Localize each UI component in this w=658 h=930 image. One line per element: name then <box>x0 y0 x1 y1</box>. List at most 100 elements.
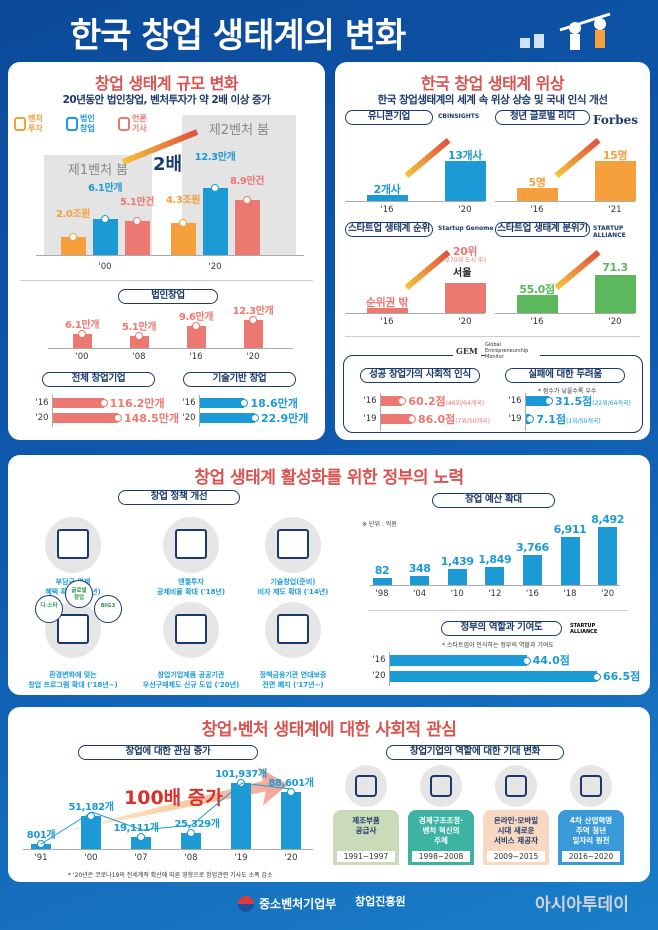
tools-icon-glyph <box>355 775 377 797</box>
gem-logo: GEM <box>453 346 481 356</box>
scale-title: 창업 생태계 규모 변화 <box>94 74 239 93</box>
scale-axis <box>36 255 304 256</box>
divider <box>368 610 628 611</box>
gov.role.items-value-label: 66.5점 <box>603 668 640 684</box>
money-bag-person-icon-glyph <box>57 529 89 559</box>
scale.tech.items-value-label: 22.9만개 <box>261 410 308 426</box>
status-subtitle: 한국 창업생태계의 세계 속 위상 상승 및 국내 인식 개선 <box>377 94 608 106</box>
status.gem.fear.items-value-label: 31.5점(22위/64개국) <box>555 393 631 409</box>
gov.budget.items-year-label: '12 <box>488 589 502 599</box>
scale-value-label: 6.1만개 <box>87 182 123 194</box>
value: 18.6만개 <box>250 397 298 410</box>
scale.corp.items-bar <box>72 334 92 348</box>
card-cash-icon-glyph <box>175 529 207 559</box>
gov.role.items-year-label: '16 <box>372 655 386 665</box>
scale.total.items-value-label: 148.5만개 <box>124 410 179 426</box>
scale.corp.items-marker <box>192 322 200 331</box>
scale.corp.items-bar <box>243 320 263 348</box>
policy-caption: 환경변화에 맞는 창업 프로그램 확대 ('18년~) <box>28 671 118 689</box>
status.panels.2.items-value-label: 20위 <box>452 245 478 258</box>
ministry-name: 중소벤처기업부 <box>259 897 337 911</box>
scale.corp.items-marker <box>135 332 143 341</box>
status.panels.0.items-value-label: 2개사 <box>373 182 401 196</box>
value: 7.1점 <box>536 413 567 426</box>
status.gem.recognition.items-value-label: 86.0점(7위/50개국) <box>418 411 490 427</box>
scale.total.items-year-label: '16 <box>35 398 49 408</box>
status.gem.recognition.items-bar <box>380 396 403 406</box>
divider <box>20 280 313 281</box>
social.interest.items-marker <box>137 832 145 841</box>
scale.total.items-bar <box>52 398 104 408</box>
status.gem.fear.items-axis <box>525 393 526 431</box>
scale.total.items-marker <box>114 414 122 422</box>
scale-value-label: 8.9만건 <box>229 175 265 187</box>
status.panels.1.items-value-label: 5명 <box>528 175 546 189</box>
social-title: 창업·벤처 생태계에 대한 사회적 관심 <box>201 720 457 740</box>
status.panels.2.items-bar <box>444 283 486 313</box>
policy-caption: 정책금융기관 연대보증 전면 폐지 ('17년~) <box>259 671 327 689</box>
social.interest.items-bar <box>131 836 151 849</box>
status.panels.0.items-bar <box>366 194 408 201</box>
status.gem.fear.items-marker <box>545 397 553 405</box>
scale-year-label: '00 <box>98 262 112 272</box>
status.panels.1.items-bar <box>594 161 636 201</box>
social.interest.items-bar <box>81 815 101 849</box>
status.panels.2.items-value-label: 순위권 밖 <box>365 296 409 309</box>
social.interest.items-year-label: '19 <box>234 853 248 863</box>
status.gem.recognition.items-bar <box>380 414 412 424</box>
divider <box>345 336 640 337</box>
social.interest.items-marker <box>187 828 195 837</box>
gov.budget.items-year-label: '04 <box>413 589 427 599</box>
ministry-logo: 중소벤처기업부 <box>238 895 336 912</box>
tech-pill: 기술기반 창업 <box>183 372 296 387</box>
scale-card: 창업 생태계 규모 변화 20년동안 법인창업, 벤처투자가 약 2배 이상 증… <box>8 62 325 440</box>
scale-value-label: 5.1만건 <box>119 196 155 208</box>
scale-year-label: '20 <box>208 262 222 272</box>
role-note: * 스타트업이 인식하는 정부의 역할과 기여도 <box>442 642 554 649</box>
gov.budget.items-bar <box>410 575 430 585</box>
scale.tech.items-year-label: '20 <box>182 413 196 423</box>
social.interest.items-bar <box>281 791 301 849</box>
status.panels.3.items-axis <box>495 313 635 314</box>
value: 31.5점 <box>555 395 593 408</box>
interest-line <box>40 782 292 845</box>
source-logo: CBINSIGHTS <box>438 113 480 120</box>
value: 148.5만개 <box>124 412 180 425</box>
status.panels.2.items-bar <box>366 308 408 313</box>
scale.corp.items-value-label: 6.1만개 <box>64 320 100 332</box>
scale-value-label: 4.3조원 <box>165 194 201 206</box>
gov.role.items-bar <box>389 655 527 666</box>
scale.tech.items-axis <box>199 395 200 427</box>
scale.tech.items-value-label: 18.6만개 <box>250 395 297 411</box>
value: 44.0점 <box>532 654 570 667</box>
gov.budget.items-axis <box>370 585 620 586</box>
program-bubble: BIG3 <box>94 595 122 623</box>
scale-marker <box>133 216 141 225</box>
status.panels.2.items-axis <box>345 313 485 314</box>
press-logo: 아시아투데이 <box>535 895 629 915</box>
rank: (7위/50개국) <box>455 418 490 425</box>
scale.total.items-value-label: 116.2만개 <box>110 395 165 411</box>
legend-icon-building-icon <box>66 117 78 131</box>
status.panels.3.items-value-label: 55.0점 <box>519 282 555 296</box>
corp-pill: 법인창업 <box>118 289 218 304</box>
people-idea-icon <box>420 765 462 807</box>
status.panels.2.items-year-label: '16 <box>380 317 394 327</box>
program-bubbles-icon-glyph <box>57 614 89 644</box>
scale-value-label: 12.3만개 <box>194 151 236 163</box>
scale-marker <box>179 218 187 227</box>
gov.budget.items-bar <box>447 569 467 585</box>
scale.corp.items-marker <box>249 316 257 324</box>
policy-caption: 엔젤투자 공제비율 확대 ('18년) <box>156 578 226 596</box>
value: 66.5점 <box>603 670 641 683</box>
gov.budget.items-bar <box>560 536 580 585</box>
scale.corp.items-value-label: 5.1만개 <box>121 322 157 334</box>
interest-note: * '20년은 코로나19의 전세계적 확산에 따른 영향으로 창업관련 기사도… <box>68 872 273 879</box>
gov.budget.items-year-label: '18 <box>563 589 577 599</box>
mobile-service-icon-glyph <box>505 775 527 797</box>
budget-unit: ※ 단위 : 억원 <box>362 521 397 528</box>
social.interest.items-year-label: '08 <box>184 853 198 863</box>
legend-icon-pen-icon <box>118 117 130 131</box>
social.interest.items-year-label: '07 <box>134 853 148 863</box>
legend-icon-money-stack-icon <box>14 117 26 131</box>
